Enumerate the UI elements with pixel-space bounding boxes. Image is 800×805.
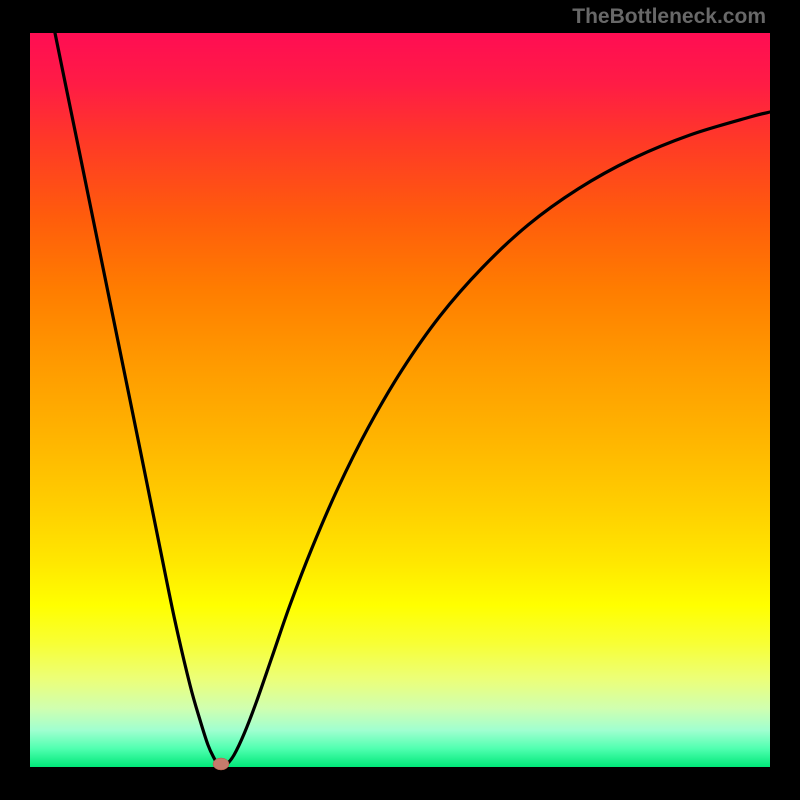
watermark-text: TheBottleneck.com xyxy=(572,5,766,29)
bottleneck-chart: TheBottleneck.com xyxy=(0,0,800,800)
chart-svg xyxy=(0,0,800,800)
chart-plot-area xyxy=(30,33,770,767)
optimum-marker xyxy=(213,758,229,770)
